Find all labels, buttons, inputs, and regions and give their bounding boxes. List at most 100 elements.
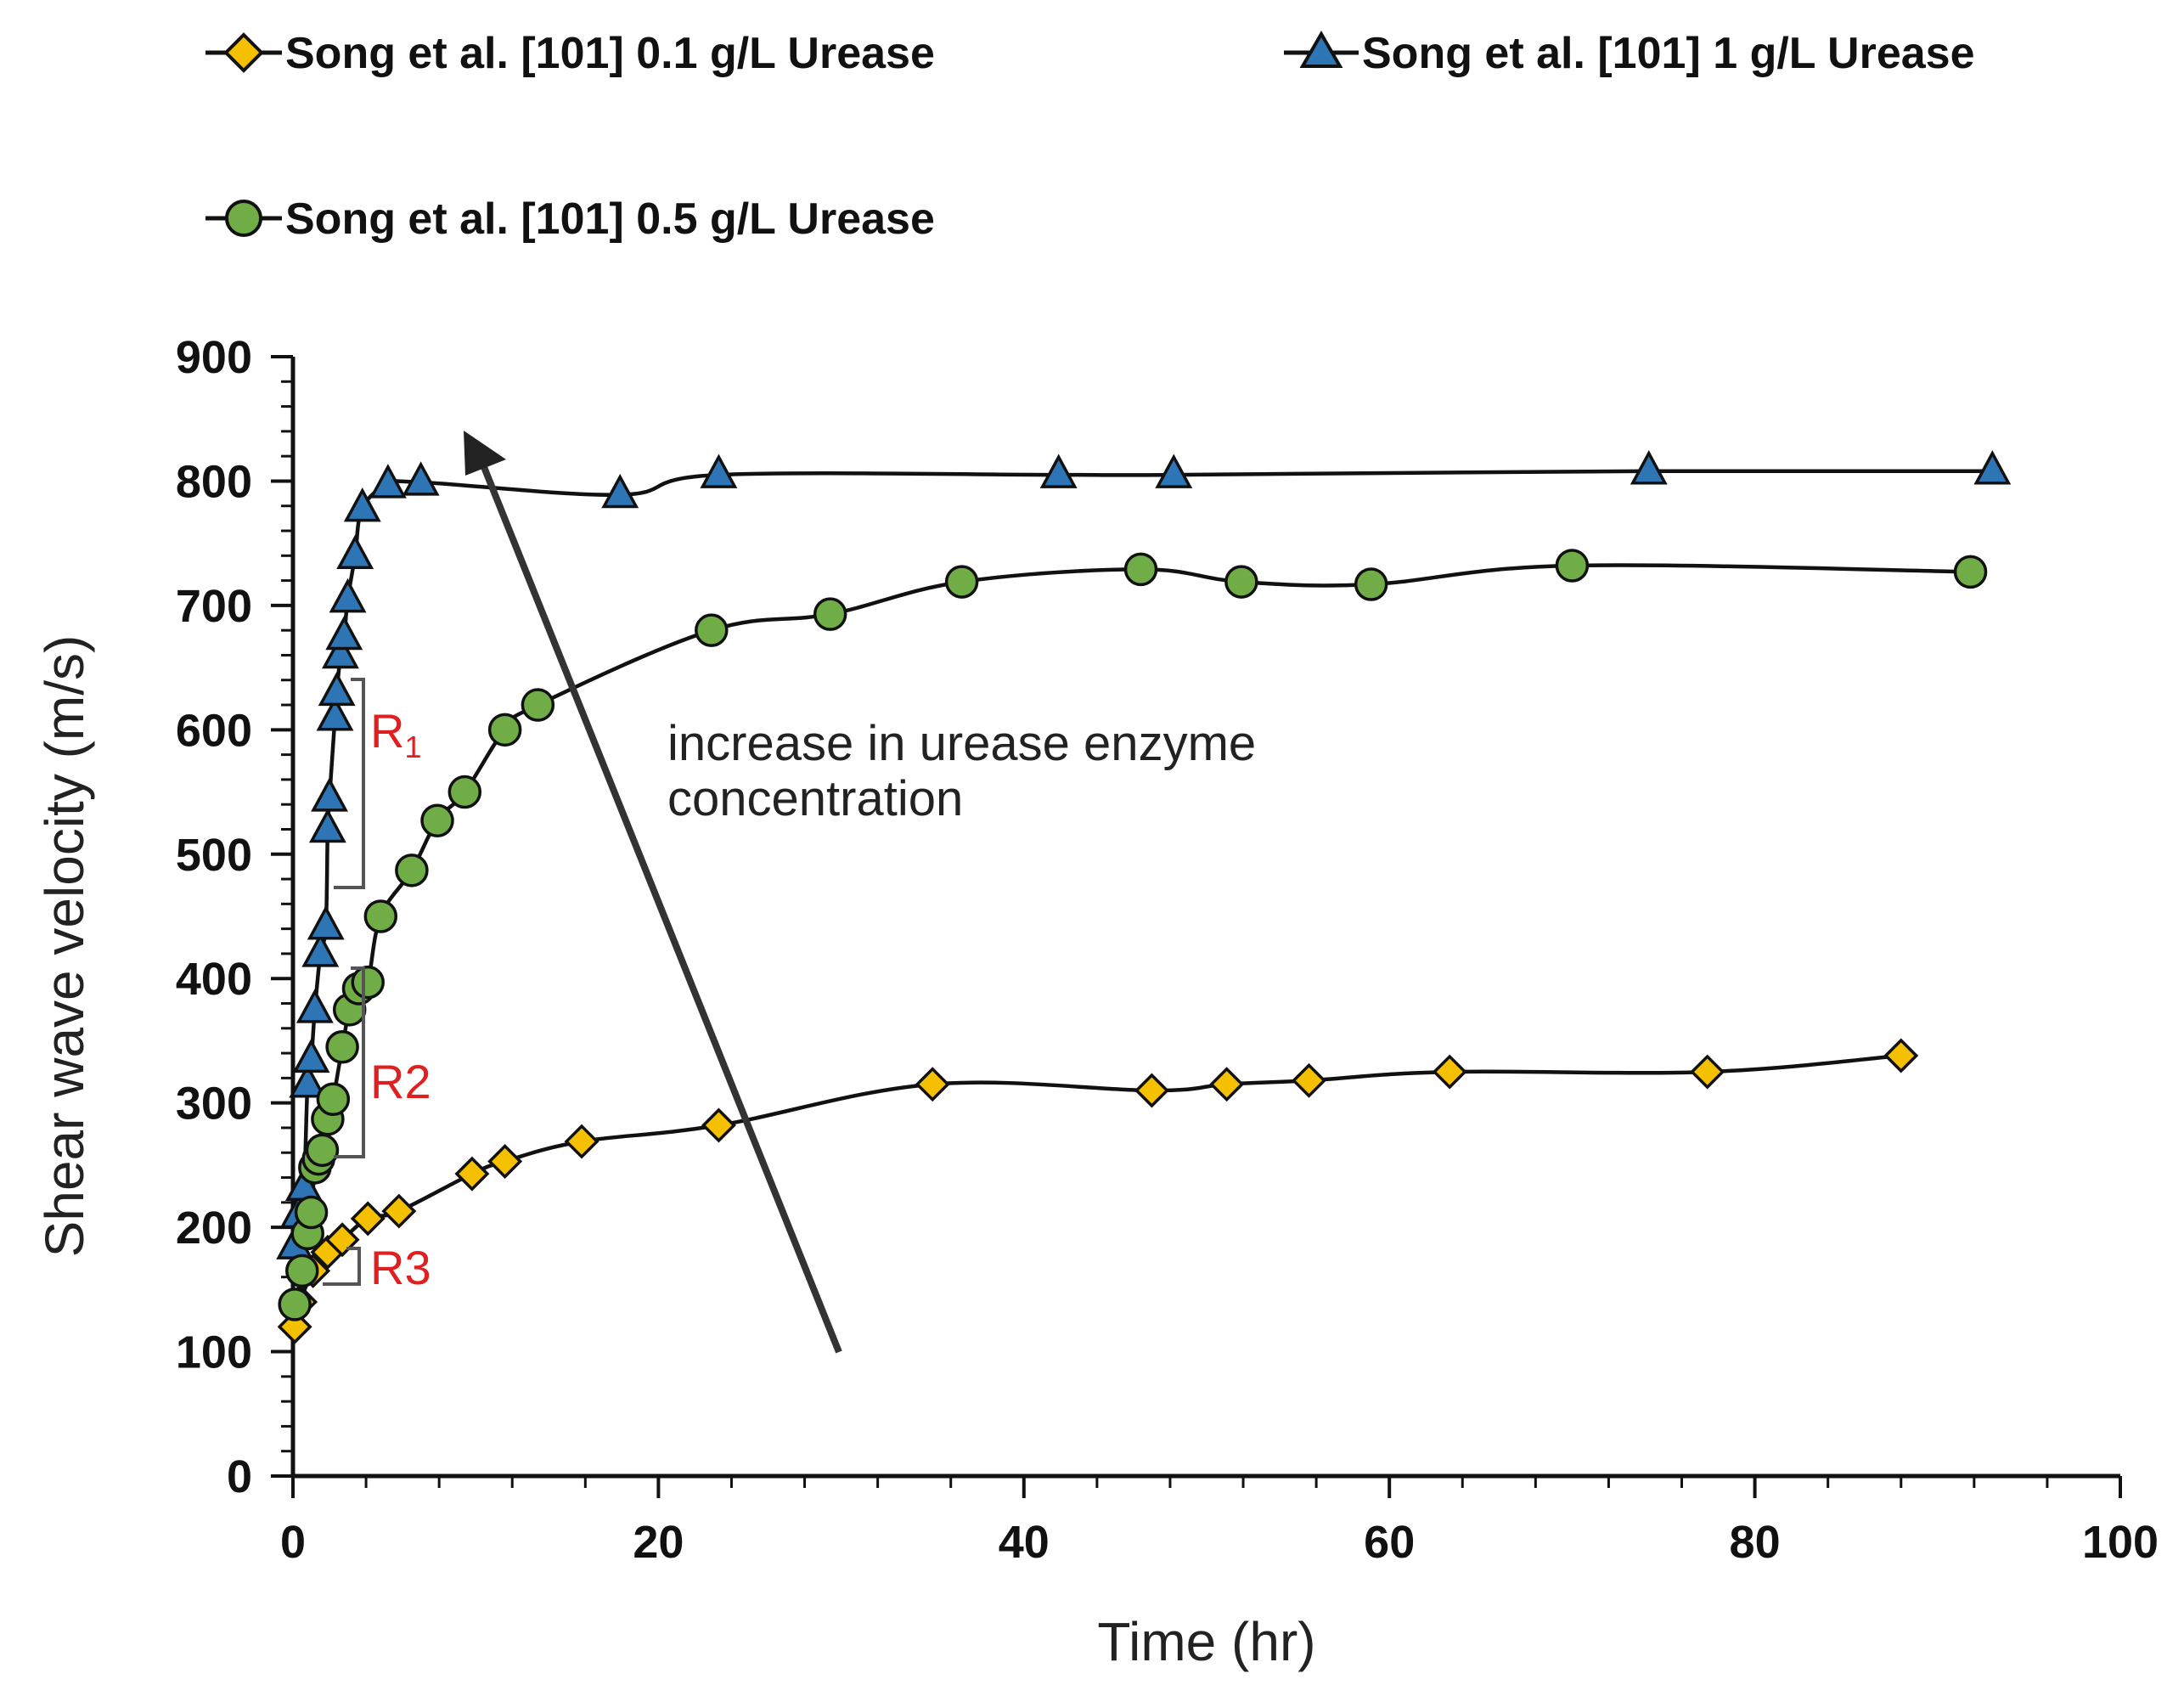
point-1 <box>1630 450 1668 485</box>
point-0p5 <box>395 854 429 887</box>
bracket-r2 <box>334 966 365 1158</box>
point-1 <box>369 464 407 499</box>
point-0p5 <box>325 1030 359 1064</box>
legend-label-1: Song et al. [101] 1 g/L Urease <box>1362 29 1975 78</box>
y-tick-label: 400 <box>176 954 252 1005</box>
legend-marker-circle <box>225 200 262 237</box>
point-0p5 <box>351 965 385 1000</box>
point-0p5 <box>1224 565 1258 599</box>
point-0p1 <box>915 1067 950 1102</box>
point-1 <box>292 1038 330 1073</box>
x-tick-label: 0 <box>280 1517 306 1568</box>
point-0p1 <box>1134 1073 1169 1108</box>
point-0p5 <box>944 565 979 599</box>
x-tick-label: 40 <box>999 1517 1050 1568</box>
point-0p1 <box>1209 1067 1245 1102</box>
point-0p5 <box>1555 549 1590 583</box>
y-tick-label: 600 <box>176 705 252 756</box>
point-1 <box>322 634 359 669</box>
label-r3: R3 <box>370 1241 431 1294</box>
point-0p1 <box>454 1156 490 1192</box>
point-1 <box>301 933 340 967</box>
series-line-0p1 <box>292 1053 1901 1327</box>
bracket-r1 <box>334 678 365 889</box>
trend-annotation-line1: increase in urease enzyme <box>667 716 1256 771</box>
label-r1: R1 <box>370 704 421 764</box>
x-tick-label: 60 <box>1364 1517 1415 1568</box>
point-0p5 <box>813 597 847 631</box>
label-r2: R2 <box>370 1055 431 1108</box>
trend-annotation: increase in urease enzyme concentration <box>464 431 1256 1354</box>
point-1 <box>700 454 738 488</box>
point-1 <box>1973 450 2012 485</box>
y-axis-title: Shear wave velocity (m/s) <box>34 635 95 1258</box>
point-0p5 <box>316 1082 351 1117</box>
point-1 <box>601 473 639 509</box>
point-1 <box>402 461 440 496</box>
point-0p5 <box>420 803 454 837</box>
trend-arrow-shaft <box>479 461 842 1354</box>
point-1 <box>311 777 348 812</box>
y-tick-label: 100 <box>176 1327 252 1378</box>
point-0p1 <box>324 1222 360 1258</box>
point-0p1 <box>350 1201 386 1237</box>
region-brackets: R1 R2 R3 <box>323 678 431 1294</box>
trend-arrow-head <box>464 431 506 476</box>
legend-item-0p5: Song et al. [101] 0.5 g/L Urease <box>205 194 935 244</box>
point-0p5 <box>1354 567 1388 601</box>
series-line-0p5 <box>292 563 1971 1305</box>
point-1 <box>329 578 367 613</box>
point-0p5 <box>521 688 555 722</box>
legend-label-0p5: Song et al. [101] 0.5 g/L Urease <box>285 194 935 244</box>
point-1 <box>308 808 346 843</box>
point-0p5 <box>305 1133 340 1168</box>
legend: Song et al. [101] 0.1 g/L Urease Song et… <box>205 29 1975 244</box>
y-tick-label: 800 <box>176 456 252 507</box>
y-tick-label: 700 <box>176 581 252 632</box>
point-0p1 <box>487 1144 523 1179</box>
point-0p1 <box>564 1124 599 1159</box>
point-1 <box>336 534 374 570</box>
point-0p5 <box>1953 555 1988 589</box>
y-tick-label: 900 <box>176 332 252 383</box>
point-1 <box>296 989 334 1023</box>
point-1 <box>325 615 363 651</box>
point-1 <box>318 671 356 707</box>
y-tick-label: 500 <box>176 830 252 881</box>
series-layer <box>276 450 2012 1344</box>
point-0p5 <box>285 1254 319 1288</box>
point-0p1 <box>1432 1054 1467 1090</box>
point-0p5 <box>1123 552 1158 587</box>
point-0p5 <box>294 1195 329 1230</box>
x-axis-title: Time (hr) <box>1097 1611 1315 1672</box>
x-tick-label: 20 <box>633 1517 684 1568</box>
point-0p1 <box>1883 1038 1919 1073</box>
axes: 0 100 200 300 400 500 600 700 800 900 0 20 40 60 80 100… <box>34 332 2159 1672</box>
label-r1-subscript: 1 <box>404 730 421 764</box>
point-1 <box>1155 454 1193 488</box>
point-0p1 <box>381 1193 417 1229</box>
legend-item-1: Song et al. [101] 1 g/L Urease <box>1284 29 1975 78</box>
point-0p5 <box>695 613 729 647</box>
x-tick-label: 100 <box>2082 1517 2159 1568</box>
point-1 <box>316 696 354 731</box>
bracket-r3 <box>323 1247 361 1286</box>
legend-marker-triangle <box>1299 31 1343 68</box>
legend-marker-diamond <box>223 32 264 73</box>
point-0p5 <box>487 713 522 747</box>
point-1 <box>1039 454 1078 488</box>
point-0p1 <box>701 1107 736 1143</box>
point-0p1 <box>1292 1062 1326 1098</box>
trend-annotation-line2: concentration <box>667 771 963 826</box>
point-0p1 <box>1690 1054 1725 1090</box>
point-0p5 <box>278 1287 312 1321</box>
x-tick-label: 80 <box>1730 1517 1781 1568</box>
legend-label-0p1: Song et al. [101] 0.1 g/L Urease <box>285 29 935 78</box>
point-1 <box>343 487 381 522</box>
point-1 <box>307 905 345 940</box>
y-tick-label: 200 <box>176 1203 252 1254</box>
point-1 <box>289 1063 327 1098</box>
point-0p5 <box>363 899 398 933</box>
